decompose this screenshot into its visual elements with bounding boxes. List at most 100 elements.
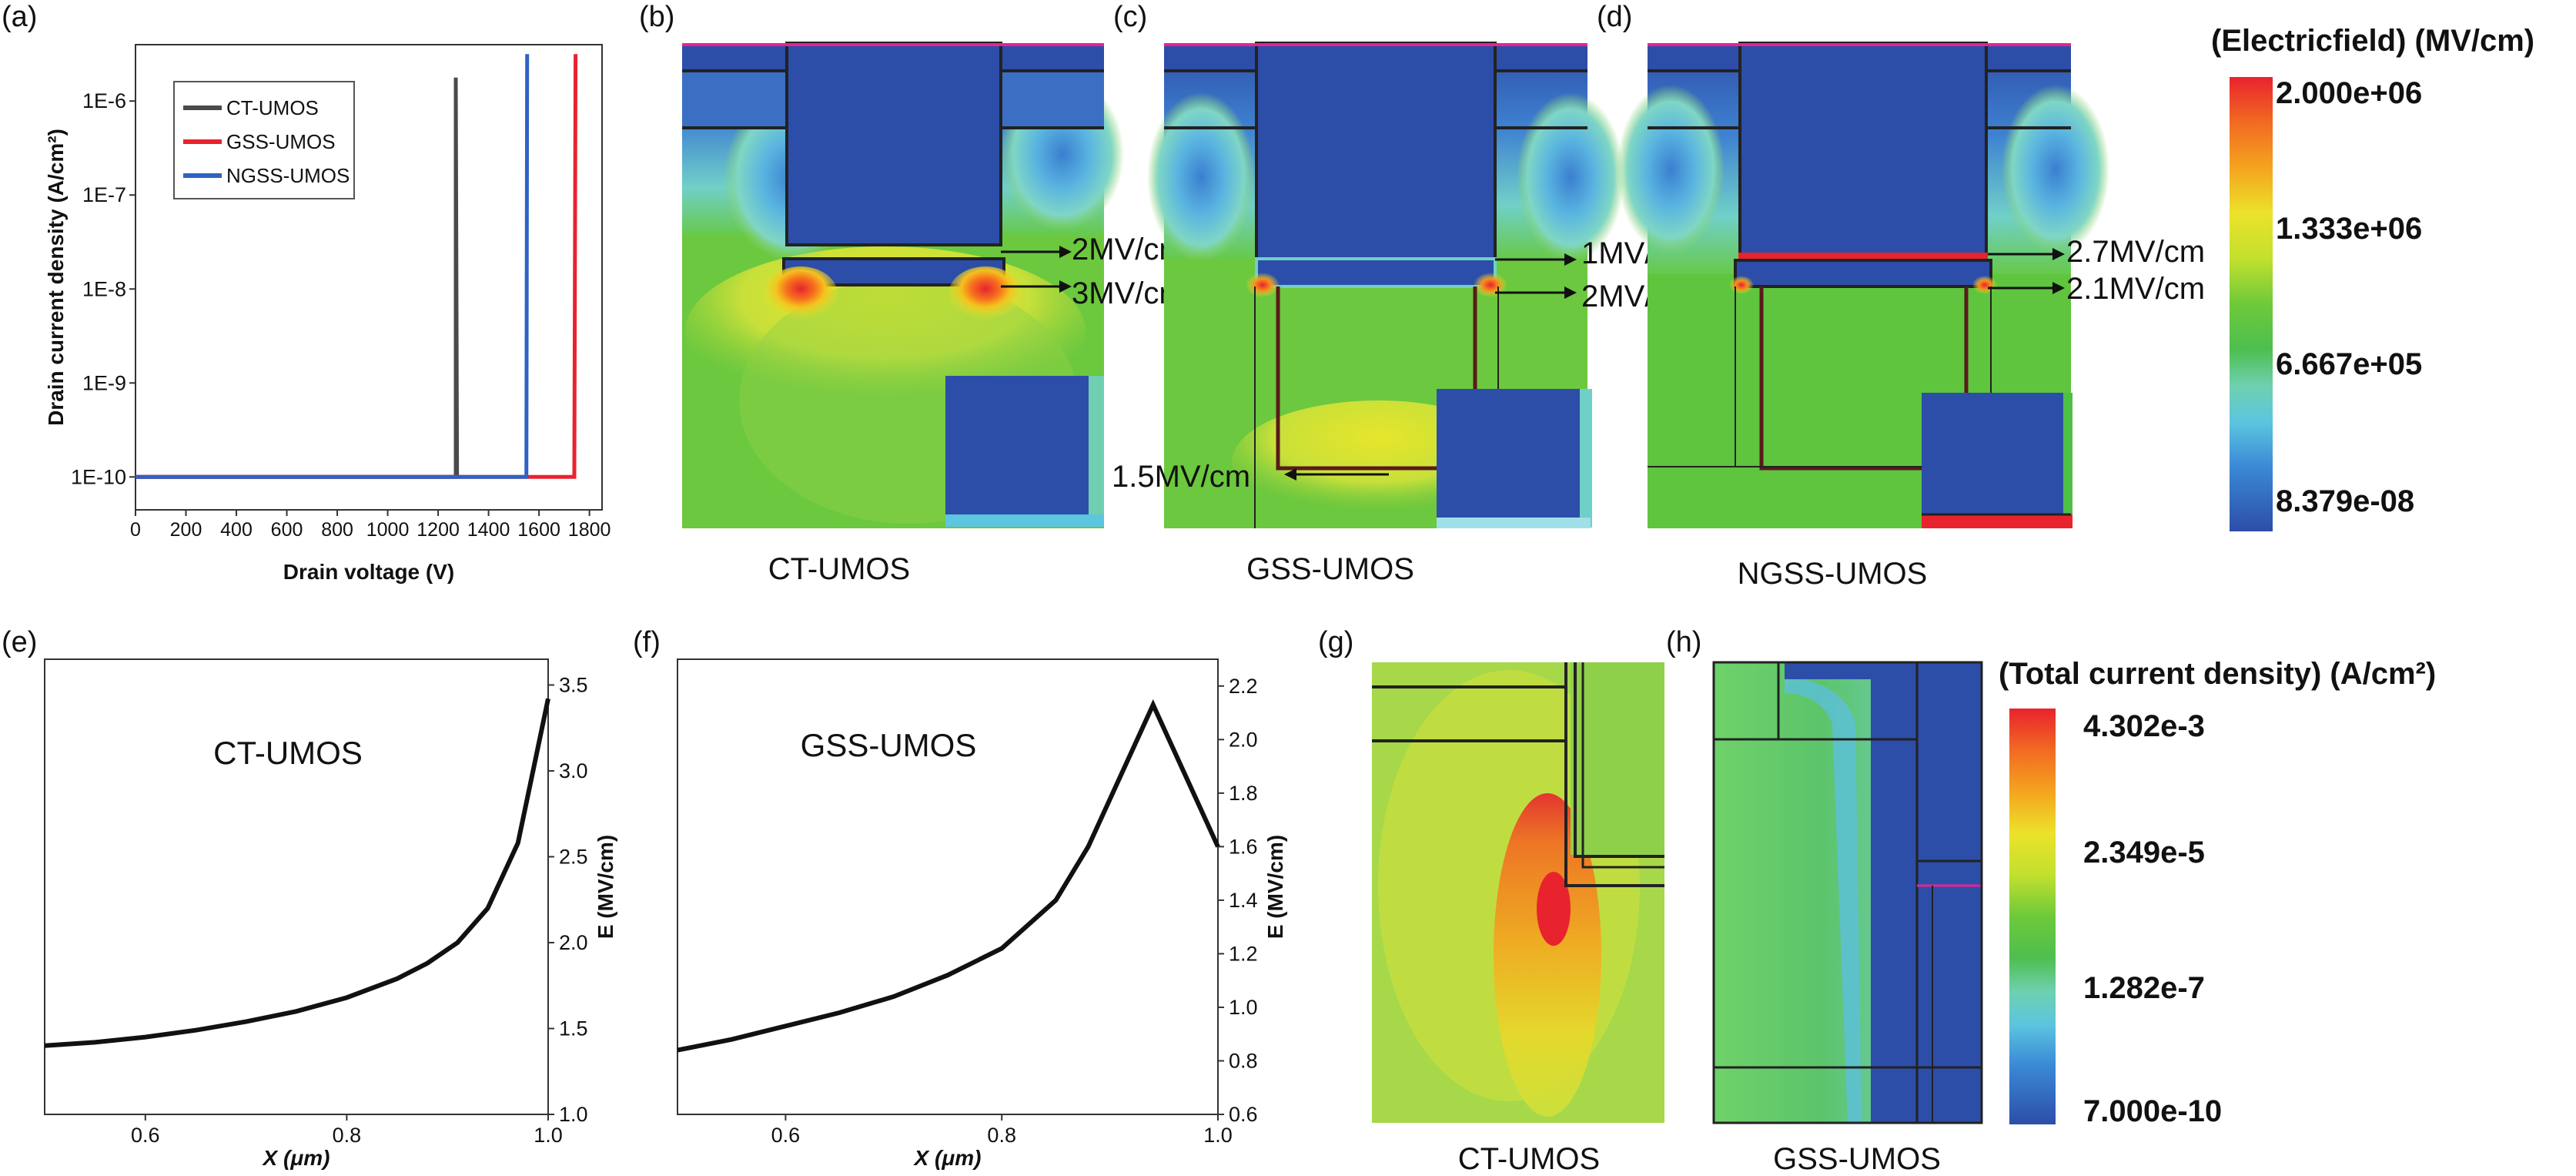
x-tick-label: 0.6 [131, 1124, 160, 1147]
chart-title: GSS-UMOS [801, 727, 977, 763]
panel-a-label: (a) [2, 1, 37, 33]
y-tick-label: 0.6 [1229, 1103, 1258, 1126]
current-tick-upper: 2.349e-5 [2083, 836, 2205, 869]
y-tick-label: 1E-8 [82, 277, 126, 300]
x-tick-label: 1600 [517, 519, 560, 541]
efield-colorbar-scale [2230, 77, 2273, 531]
ct-caption: CT-UMOS [768, 552, 910, 586]
legend-label-ngss: NGSS-UMOS [226, 164, 350, 187]
y-tick-label: 1.2 [1229, 942, 1258, 965]
x-axis-label: Drain voltage (V) [283, 560, 454, 584]
ct-current-caption: CT-UMOS [1458, 1142, 1600, 1176]
efield-colorbar: (Electricfield) (MV/cm) 2.000e+06 1.333e… [2211, 24, 2534, 531]
y-tick-label: 3.0 [559, 759, 588, 782]
chart-title: CT-UMOS [213, 735, 363, 771]
current-tick-lower: 1.282e-7 [2083, 971, 2205, 1005]
ct-efield-map [682, 42, 1124, 528]
efield-tick-lower: 6.667e+05 [2276, 347, 2422, 381]
y-tick-label: 1.6 [1229, 835, 1258, 858]
x-tick-label: 600 [271, 519, 303, 541]
ngss-caption: NGSS-UMOS [1738, 557, 1928, 591]
y-tick-label: 3.5 [559, 673, 588, 696]
panel-h: (h) GSS-UMOS [1666, 626, 1983, 1176]
series-line [677, 699, 1220, 1053]
ngss-bottom-field-label: 2.1MV/cm [2066, 272, 2205, 306]
gss-caption: GSS-UMOS [1246, 552, 1414, 586]
panel-b: (b) [639, 1, 1185, 586]
panel-a: (a) 0 200 400 600 800 1000 1200 1400 1600 1800 1E-… [2, 1, 611, 584]
efield-tick-upper: 1.333e+06 [2276, 212, 2422, 246]
y-axis-label: E (MV/cm) [1263, 835, 1287, 939]
efield-colorbar-title: (Electricfield) (MV/cm) [2211, 24, 2534, 58]
efield-tick-min: 8.379e-08 [2276, 484, 2414, 518]
ngss-efield-map [1617, 42, 2109, 528]
series-line [44, 698, 550, 1048]
y-axis-label: E (MV/cm) [594, 835, 617, 939]
y-tick-label: 2.0 [559, 931, 588, 954]
x-tick-label: 0.6 [771, 1124, 801, 1147]
y-tick-label: 1E-7 [82, 183, 126, 206]
panel-h-label: (h) [1666, 626, 1701, 658]
panel-b-label: (b) [639, 1, 674, 33]
panel-f-label: (f) [633, 626, 661, 658]
legend-label-ct: CT-UMOS [226, 96, 319, 119]
panel-g-label: (g) [1318, 626, 1353, 658]
y-tick-label: 2.0 [1229, 728, 1258, 751]
ngss-top-field-label: 2.7MV/cm [2066, 235, 2205, 269]
x-tick-label: 1000 [366, 519, 410, 541]
x-tick-label: 200 [170, 519, 202, 541]
efield-tick-max: 2.000e+06 [2276, 76, 2422, 110]
panel-f: (f) 0.6 0.8 1.00.60.81.01.21.41.61.82.02.2… [633, 626, 1287, 1170]
legend-label-gss: GSS-UMOS [226, 130, 336, 153]
panel-c: (c) [1112, 1, 1694, 586]
panel-d: (d) [1597, 1, 2205, 591]
current-tick-min: 7.000e-10 [2083, 1094, 2222, 1128]
y-tick-label: 1.5 [559, 1017, 588, 1040]
y-tick-label: 2.2 [1229, 675, 1258, 698]
y-tick-label: 1E-9 [82, 371, 126, 394]
y-tick-label: 2.5 [559, 845, 588, 868]
y-tick-label: 1.0 [1229, 996, 1258, 1019]
x-tick-label: 400 [220, 519, 253, 541]
iv-chart: 0 200 400 600 800 1000 1200 1400 1600 1800 1E-10 1E… [44, 44, 611, 584]
ct-efield-profile-chart: 0.6 0.8 1.01.0 1.5 2.0 2.5 3.0 3.5 X (μm) E (MV/c… [44, 658, 617, 1170]
gss-efield-profile-chart: 0.6 0.8 1.00.60.81.01.21.41.61.82.02.2X (μ… [677, 658, 1287, 1170]
current-colorbar-scale [2009, 709, 2056, 1124]
x-tick-label: 1.0 [534, 1124, 563, 1147]
x-tick-label: 0.8 [987, 1124, 1016, 1147]
ct-current-map [1372, 662, 1664, 1123]
x-tick-label: 1800 [568, 519, 611, 541]
plot-frame [677, 658, 1219, 1115]
x-tick-label: 1200 [417, 519, 460, 541]
y-tick-label: 1.0 [559, 1103, 588, 1126]
y-tick-label: 1.8 [1229, 782, 1258, 805]
y-tick-label: 1E-6 [82, 89, 126, 112]
x-tick-label: 800 [321, 519, 353, 541]
gss-efield-map [1147, 42, 1624, 528]
x-tick-label: 1.0 [1203, 1124, 1233, 1147]
series-line-ngss [135, 54, 530, 479]
plot-frame [135, 44, 603, 511]
panel-e-label: (e) [2, 626, 37, 658]
gss-drift-field-label: 1.5MV/cm [1112, 460, 1250, 494]
y-tick-label: 0.8 [1229, 1049, 1258, 1072]
x-axis-label: X (μm) [262, 1146, 330, 1170]
x-tick-label: 0 [130, 519, 141, 541]
current-colorbar-title: (Total current density) (A/cm²) [1999, 657, 2436, 691]
x-axis-label: X (μm) [913, 1146, 982, 1170]
plot-frame [44, 658, 549, 1115]
panel-c-label: (c) [1113, 1, 1147, 33]
current-tick-max: 4.302e-3 [2083, 709, 2205, 743]
current-colorbar: (Total current density) (A/cm²) 4.302e-3… [1999, 657, 2436, 1128]
x-tick-label: 1400 [467, 519, 510, 541]
y-tick-label: 1E-10 [71, 465, 126, 488]
y-axis-label: Drain current density (A/cm²) [44, 129, 68, 426]
ngss-annotations: 2.7MV/cm 2.1MV/cm [1988, 235, 2205, 306]
panel-d-label: (d) [1597, 1, 1632, 33]
panel-g: (g) CT-UMOS [1318, 626, 1664, 1176]
x-tick-label: 0.8 [333, 1124, 362, 1147]
y-tick-label: 1.4 [1229, 889, 1258, 912]
panel-e: (e) 0.6 0.8 1.01.0 1.5 2.0 2.5 3.0 3.5 X (μm) E (… [2, 626, 617, 1170]
gss-current-map [1712, 661, 1983, 1124]
